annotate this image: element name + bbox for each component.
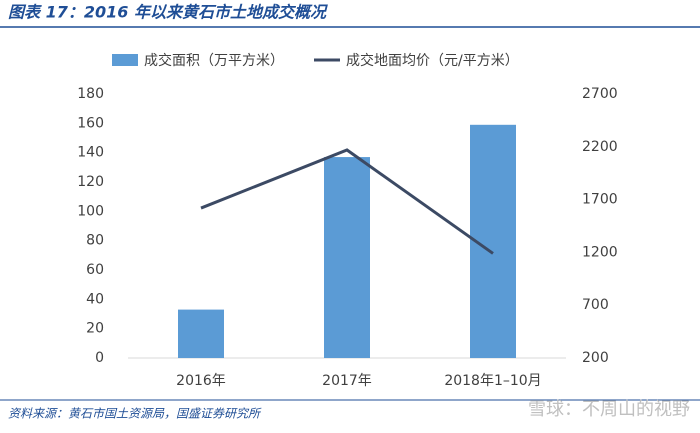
bar (324, 157, 370, 358)
y-tick-label: 40 (86, 291, 104, 307)
chart-title: 图表 17：2016 年以来黄石市土地成交概况 (8, 3, 328, 22)
y-tick-label: 160 (77, 115, 104, 131)
y-tick-label: 20 (86, 321, 104, 337)
y2-tick-label: 1200 (582, 244, 618, 260)
y-tick-label: 100 (77, 203, 104, 219)
y2-tick-label: 200 (582, 350, 609, 366)
y-tick-label: 60 (86, 262, 104, 278)
legend-swatch (112, 54, 138, 66)
y-tick-label: 80 (86, 233, 104, 249)
watermark: 雪球：不周山的视野 (528, 399, 690, 420)
legend-label: 成交面积（万平方米） (144, 52, 284, 69)
y-tick-label: 140 (77, 145, 104, 161)
legend-label: 成交地面均价（元/平方米） (346, 52, 519, 69)
y2-tick-label: 700 (582, 297, 609, 313)
y2-tick-label: 2200 (582, 139, 618, 155)
source: 资料来源：黄石市国土资源局，国盛证券研究所 (8, 407, 262, 421)
y2-tick-label: 1700 (582, 192, 618, 208)
y-tick-label: 120 (77, 174, 104, 190)
bar (178, 309, 224, 358)
x-tick-label: 2018年1–10月 (444, 373, 541, 389)
line (200, 148, 494, 255)
y-tick-label: 0 (95, 350, 104, 366)
x-tick-label: 2016年 (176, 373, 226, 389)
y-tick-label: 180 (77, 86, 104, 102)
y2-tick-label: 2700 (582, 86, 618, 102)
x-tick-label: 2017年 (322, 373, 372, 389)
